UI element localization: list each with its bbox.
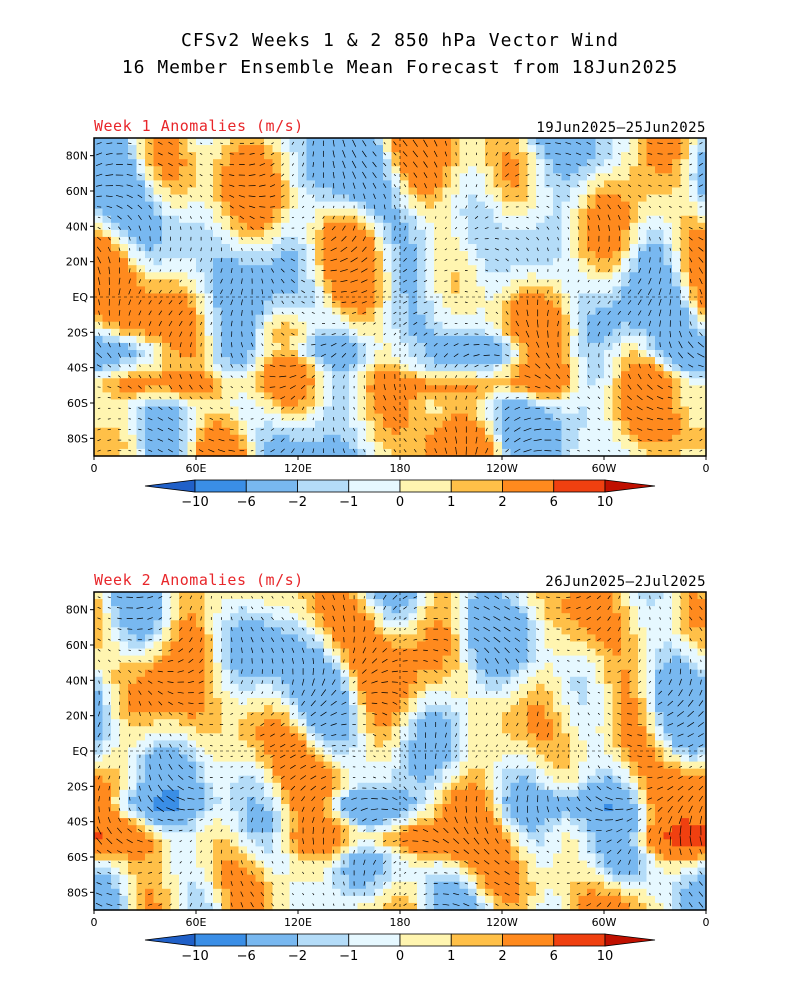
lat-tick-label: 80S (67, 432, 88, 445)
lat-tick-label: EQ (72, 745, 88, 758)
colorbar-label: 2 (498, 495, 506, 510)
lat-tick-label: EQ (72, 291, 88, 304)
colorbar-swatch (297, 479, 350, 493)
lat-tick-label: 80N (66, 604, 88, 617)
colorbar-swatch (399, 479, 452, 493)
colorbar-label: 0 (396, 949, 404, 964)
colorbar: −10 −6 −2 −1 0 1 2 6 10 (144, 933, 656, 964)
lon-tick-label: 120W (486, 916, 518, 929)
colorbar-swatch (502, 933, 555, 947)
week2-dates: 26Jun2025–2Jul2025 (545, 574, 706, 590)
lat-tick-label: 40S (67, 816, 88, 829)
lon-tick-label: 60W (592, 916, 617, 929)
lon-tick-label: 120E (284, 462, 312, 475)
lon-tick-label: 0 (703, 916, 710, 929)
colorbar-label: 1 (447, 495, 455, 510)
lon-tick-label: 60W (592, 462, 617, 475)
lat-tick-label: 40N (66, 674, 88, 687)
colorbar-swatch (553, 933, 606, 947)
lat-tick-label: 20S (67, 780, 88, 793)
lon-tick-label: 0 (91, 462, 98, 475)
colorbar-swatch (194, 479, 247, 493)
colorbar-swatch (450, 479, 503, 493)
colorbar-swatch (450, 933, 503, 947)
lat-tick-label: 20N (66, 710, 88, 723)
week1-dates: 19Jun2025–25Jun2025 (536, 120, 706, 136)
colorbar-swatch (502, 479, 555, 493)
colorbar-label: 10 (597, 495, 614, 510)
colorbar-label: −2 (288, 949, 307, 964)
colorbar-swatch (553, 479, 606, 493)
week2-label: Week 2 Anomalies (m/s) (94, 571, 304, 589)
colorbar-label: −2 (288, 495, 307, 510)
lat-tick-label: 20N (66, 256, 88, 269)
colorbar-max-triangle (604, 479, 656, 493)
colorbar-label: 2 (498, 949, 506, 964)
wind-vectors (95, 594, 704, 908)
colorbar-label: 6 (550, 949, 558, 964)
lon-tick-label: 0 (703, 462, 710, 475)
colorbar-swatch (245, 933, 298, 947)
colorbar-swatch (399, 933, 452, 947)
title-line-1: CFSv2 Weeks 1 & 2 850 hPa Vector Wind (181, 30, 619, 51)
lon-tick-label: 60E (186, 462, 207, 475)
wind-vectors (95, 139, 705, 455)
colorbar-swatch (194, 933, 247, 947)
colorbar-label: 0 (396, 495, 404, 510)
colorbar-swatch (297, 933, 350, 947)
colorbar-min-triangle (144, 933, 196, 947)
title-line-2: 16 Member Ensemble Mean Forecast from 18… (121, 57, 679, 78)
lon-tick-label: 60E (186, 916, 207, 929)
colorbar-label: −6 (237, 495, 256, 510)
lon-tick-label: 0 (91, 916, 98, 929)
week1-label: Week 1 Anomalies (m/s) (94, 117, 304, 135)
lat-tick-label: 40S (67, 362, 88, 375)
lon-tick-label: 120E (284, 916, 312, 929)
colorbar-label: 6 (550, 495, 558, 510)
lat-tick-label: 40N (66, 220, 88, 233)
colorbar-label: −10 (181, 495, 208, 510)
lat-tick-label: 80S (67, 886, 88, 899)
lat-tick-label: 20S (67, 326, 88, 339)
lat-tick-label: 60N (66, 639, 88, 652)
lat-tick-label: 60N (66, 185, 88, 198)
colorbar-min-triangle (144, 479, 196, 493)
colorbar-swatch (245, 479, 298, 493)
lat-tick-label: 60S (67, 397, 88, 410)
lat-tick-label: 60S (67, 851, 88, 864)
colorbar-label: −1 (339, 495, 358, 510)
colorbar-swatch (348, 933, 401, 947)
colorbar-swatch (348, 479, 401, 493)
colorbar: −10 −6 −2 −1 0 1 2 6 10 (144, 479, 656, 510)
lat-tick-label: 80N (66, 150, 88, 163)
colorbar-label: −10 (181, 949, 208, 964)
lon-tick-label: 180 (390, 462, 411, 475)
colorbar-label: −1 (339, 949, 358, 964)
lon-tick-label: 180 (390, 916, 411, 929)
colorbar-label: 10 (597, 949, 614, 964)
colorbar-max-triangle (604, 933, 656, 947)
colorbar-label: 1 (447, 949, 455, 964)
colorbar-label: −6 (237, 949, 256, 964)
lon-tick-label: 120W (486, 462, 518, 475)
